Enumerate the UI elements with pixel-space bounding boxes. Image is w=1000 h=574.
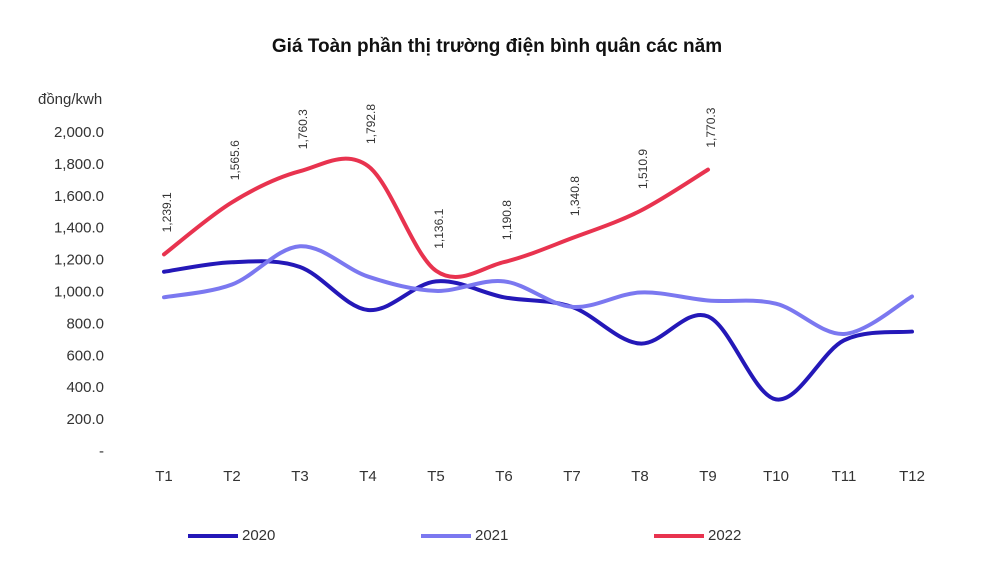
x-tick-label: T2 [223, 468, 241, 485]
chart-title: Giá Toàn phần thị trường điện bình quân … [272, 36, 722, 57]
y-tick-label: 1,800.0 [54, 156, 104, 173]
y-tick-label: 1,600.0 [54, 188, 104, 205]
series-line [162, 244, 914, 336]
data-label: 1,770.3 [704, 107, 718, 147]
y-tick-label: 400.0 [66, 379, 104, 396]
series-line [162, 156, 710, 279]
legend-label: 2021 [475, 527, 508, 544]
x-tick-label: T5 [427, 468, 445, 485]
y-tick-label: - [99, 443, 104, 460]
data-label: 1,510.9 [636, 149, 650, 189]
y-tick-label: 1,400.0 [54, 220, 104, 237]
series-line [162, 259, 914, 402]
data-label: 1,136.1 [432, 208, 446, 248]
legend-label: 2020 [242, 527, 275, 544]
x-tick-label: T9 [699, 468, 717, 485]
y-tick-label: 600.0 [66, 347, 104, 364]
x-tick-label: T8 [631, 468, 649, 485]
y-tick-label: 1,200.0 [54, 252, 104, 269]
y-axis-label: đồng/kwh [38, 91, 102, 108]
data-label: 1,340.8 [568, 176, 582, 216]
x-tick-label: T4 [359, 468, 377, 485]
x-tick-label: T10 [763, 468, 789, 485]
x-tick-label: T7 [563, 468, 581, 485]
data-label: 1,792.8 [364, 104, 378, 144]
legend-label: 2022 [708, 527, 741, 544]
x-tick-label: T6 [495, 468, 513, 485]
y-tick-label: 200.0 [66, 411, 104, 428]
y-tick-label: 2,000.0 [54, 124, 104, 141]
x-tick-label: T11 [832, 468, 857, 485]
y-tick-label: 800.0 [66, 315, 104, 332]
data-label: 1,760.3 [296, 109, 310, 149]
y-tick-label: 1,000.0 [54, 283, 104, 300]
data-label: 1,190.8 [500, 200, 514, 240]
x-tick-label: T3 [291, 468, 309, 485]
x-tick-label: T1 [155, 468, 173, 485]
data-label: 1,239.1 [160, 192, 174, 232]
data-label: 1,565.6 [228, 140, 242, 180]
x-tick-label: T12 [899, 468, 925, 485]
